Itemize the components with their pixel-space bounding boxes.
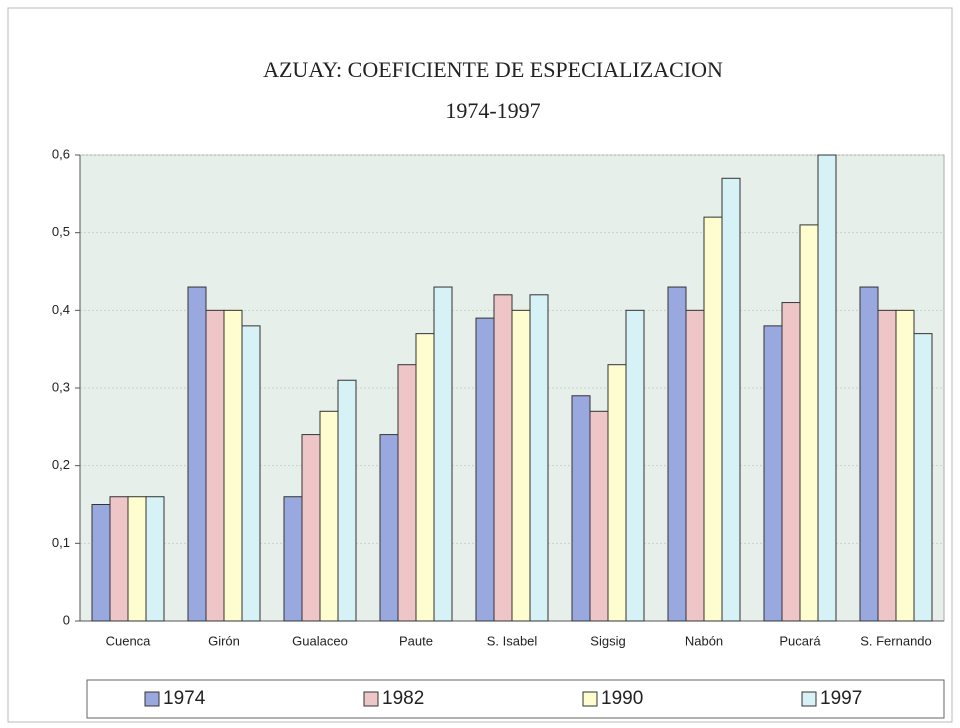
legend-box [86, 679, 945, 719]
bar [571, 395, 591, 622]
bar [493, 294, 513, 622]
legend-swatch [144, 691, 160, 707]
bar [685, 309, 705, 622]
legend-swatch [582, 691, 598, 707]
y-tick-label: 0,3 [52, 379, 70, 394]
legend-swatch [801, 691, 817, 707]
bar [667, 286, 687, 622]
frame [7, 7, 953, 723]
y-tick-label: 0,4 [52, 302, 70, 317]
bar [799, 224, 819, 622]
bar [145, 496, 165, 622]
bar [625, 309, 645, 622]
legend-label: 1990 [601, 688, 643, 709]
bar [859, 286, 879, 622]
y-tick-label: 0 [63, 612, 70, 627]
x-tick-label: Girón [208, 633, 240, 648]
bar [895, 309, 915, 622]
x-tick-label: S. Isabel [487, 633, 538, 648]
chart-title: AZUAY: COEFICIENTE DE ESPECIALIZACION [263, 57, 723, 82]
bar [301, 434, 321, 622]
x-tick-label: Cuenca [106, 633, 152, 648]
bar [337, 379, 357, 622]
x-tick-label: Pucará [779, 633, 821, 648]
bar [415, 333, 435, 622]
x-tick-label: S. Fernando [860, 633, 932, 648]
bar [877, 309, 897, 622]
bar [703, 216, 723, 622]
x-tick-label: Sigsig [590, 633, 625, 648]
chart-subtitle: 1974-1997 [445, 98, 540, 123]
y-tick-label: 0,2 [52, 457, 70, 472]
bar [127, 496, 147, 622]
bar [913, 333, 933, 622]
y-tick-label: 0,5 [52, 224, 70, 239]
x-tick-label: Gualaceo [292, 633, 348, 648]
bar [283, 496, 303, 622]
bar [91, 504, 111, 622]
bar [223, 309, 243, 622]
bar [379, 434, 399, 622]
bar [475, 317, 495, 622]
legend-label: 1997 [820, 688, 862, 709]
bar [721, 177, 741, 622]
x-tick-label: Nabón [685, 633, 723, 648]
y-tick-label: 0,1 [52, 535, 70, 550]
y-tick-label: 0,6 [52, 146, 70, 161]
bar [529, 294, 549, 622]
legend-label: 1974 [163, 688, 206, 709]
bar [511, 309, 531, 622]
bar [205, 309, 225, 622]
legend-label: 1982 [382, 688, 424, 709]
bar [187, 286, 207, 622]
bar [817, 154, 837, 622]
bar [607, 364, 627, 622]
bar [763, 325, 783, 622]
bar [781, 302, 801, 622]
bar [241, 325, 261, 622]
legend-swatch [363, 691, 379, 707]
bar [319, 410, 339, 622]
bar [433, 286, 453, 622]
bar [109, 496, 129, 622]
x-tick-label: Paute [399, 633, 433, 648]
bar [589, 410, 609, 622]
bar [397, 364, 417, 622]
